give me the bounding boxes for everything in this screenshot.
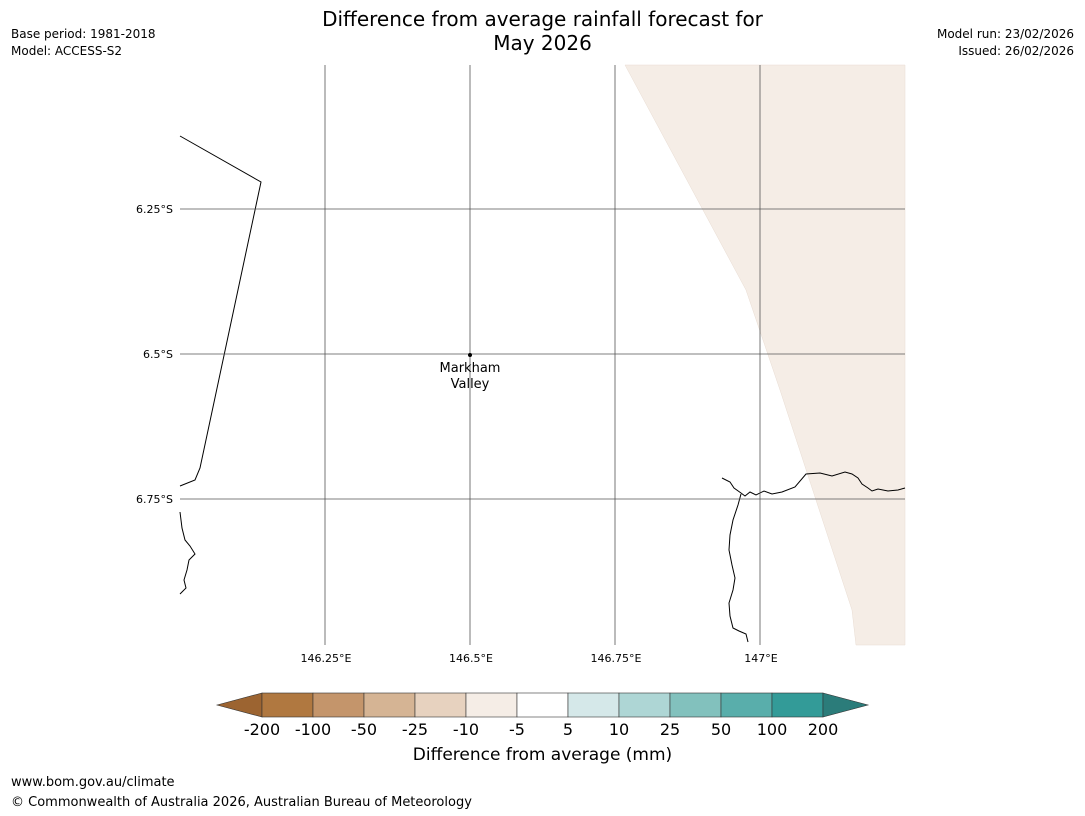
footer-link[interactable]: www.bom.gov.au/climate (11, 775, 175, 790)
colorbar-tick-label: -5 (509, 720, 525, 739)
issued-date: Issued: 26/02/2026 (958, 44, 1074, 58)
colorbar-swatch (465, 692, 518, 718)
colorbar-tick-label: -100 (294, 720, 332, 739)
coastline-west (179, 135, 262, 487)
place-label-line-2: Valley (451, 377, 490, 392)
colorbar-tick-label: -10 (452, 720, 480, 739)
lat-label: 6.5°S (143, 348, 173, 361)
model-name: Model: ACCESS-S2 (11, 44, 123, 58)
colorbar-swatch (516, 692, 569, 718)
colorbar-tick-label: 100 (756, 720, 788, 739)
lat-label: 6.75°S (136, 493, 173, 506)
place-label-line-1: Markham (440, 361, 501, 376)
colorbar-tick-label: 50 (710, 720, 732, 739)
lon-label: 147°E (744, 652, 777, 665)
meta-left: Base period: 1981-2018 Model: ACCESS-S2 (11, 26, 156, 60)
lon-label: 146.75°E (591, 652, 642, 665)
footer-copyright: © Commonwealth of Australia 2026, Austra… (11, 795, 472, 810)
title-line-2: May 2026 (493, 31, 592, 55)
colorbar-extend-right (822, 692, 870, 718)
lon-label: 146.25°E (301, 652, 352, 665)
colorbar-tick-label: -200 (243, 720, 281, 739)
colorbar-swatch (312, 692, 365, 718)
colorbar-tick-label: 200 (807, 720, 839, 739)
colorbar-tick-label: -50 (350, 720, 378, 739)
colorbar-swatch (567, 692, 620, 718)
colorbar-tick-label: -25 (401, 720, 429, 739)
base-period: Base period: 1981-2018 (11, 27, 156, 41)
colorbar-swatch (720, 692, 773, 718)
colorbar-swatch (414, 692, 467, 718)
place-marker (468, 353, 472, 357)
colorbar-swatch (261, 692, 314, 718)
lat-label: 6.25°S (136, 203, 173, 216)
colorbar-tick-label: 10 (608, 720, 630, 739)
colorbar-swatch (669, 692, 722, 718)
colorbar-tick-label: 5 (562, 720, 574, 739)
colorbar-swatch (618, 692, 671, 718)
colorbar-title: Difference from average (mm) (412, 745, 673, 765)
river-outline (728, 493, 749, 643)
colorbar-swatch (771, 692, 824, 718)
meta-right: Model run: 23/02/2026 Issued: 26/02/2026 (937, 26, 1074, 60)
coastline-southwest (179, 511, 196, 595)
colorbar (215, 692, 870, 718)
lon-label: 146.5°E (449, 652, 493, 665)
title-line-1: Difference from average rainfall forecas… (322, 7, 763, 31)
forecast-band-drier (624, 64, 906, 646)
chart-title: Difference from average rainfall forecas… (300, 7, 785, 55)
gridlines (180, 65, 905, 645)
colorbar-extend-left (215, 692, 263, 718)
model-run: Model run: 23/02/2026 (936, 27, 1074, 41)
coastline-east (721, 471, 906, 497)
colorbar-tick-label: 25 (659, 720, 681, 739)
colorbar-swatch (363, 692, 416, 718)
